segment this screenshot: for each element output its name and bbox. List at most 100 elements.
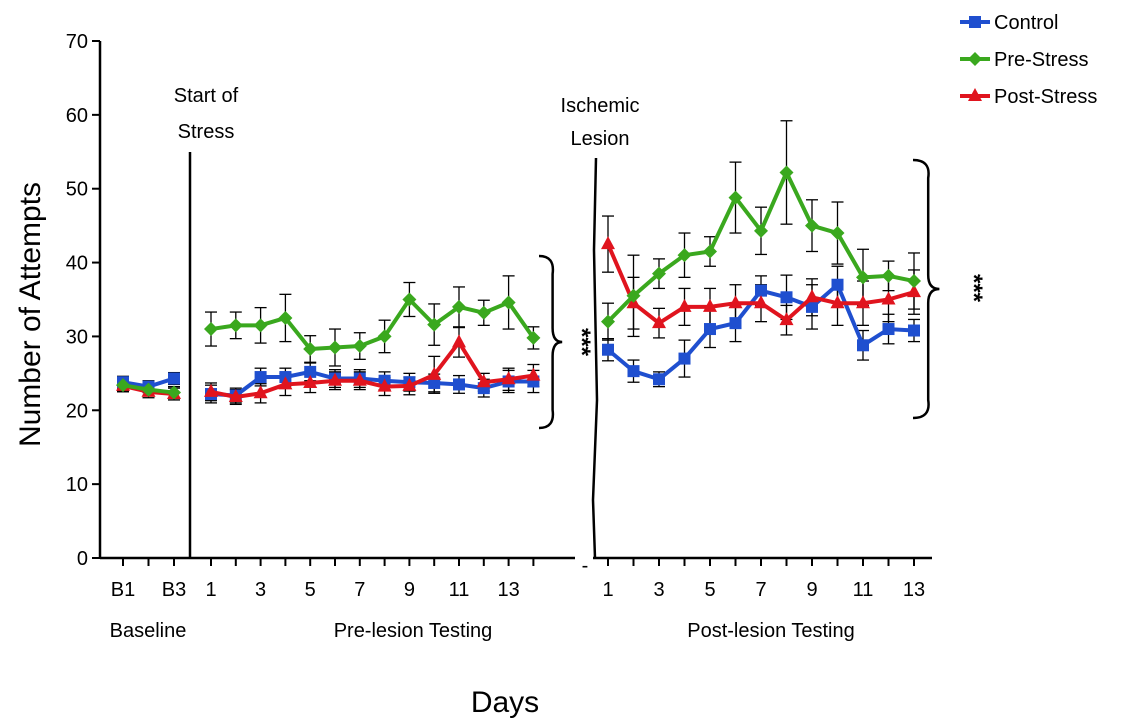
ischemic-lesion-label: Lesion [571,128,630,150]
legend: Control Pre-Stress Post-Stress [960,12,1097,108]
data-point-post-stress [652,315,666,329]
annotations: Start of Stress Ischemic Lesion *** *** [174,85,987,559]
data-point-post-stress [856,295,870,309]
start-of-stress-label: Start of [174,85,239,107]
data-point-control [831,278,844,291]
x-group-label: Baseline [110,620,187,642]
data-point-control [806,300,818,313]
data-point-pre-stress [141,382,156,397]
data-point-post-stress [601,236,615,250]
significance-label: *** [568,328,595,357]
data-point-pre-stress [427,317,442,332]
data-point-pre-stress [402,292,417,307]
x-tick-label: 1 [602,579,613,601]
data-point-post-stress [830,295,845,309]
data-point-pre-stress [377,329,392,344]
data-point-control [755,284,767,297]
data-point-post-stress [377,378,392,392]
data-point-pre-stress [601,314,615,329]
x-tick-label: 5 [305,579,316,601]
x-tick-label: 11 [853,579,874,601]
y-tick-label: 60 [66,105,88,127]
axes: 0 10 20 30 40 50 60 70 Number of Attempts - B1 B3 Ba… [14,31,932,719]
data-point-control [602,343,614,356]
data-point-post-stress [303,374,318,388]
significance-brace [912,158,940,420]
x-tick-label: 1 [205,579,216,601]
data-marks [116,120,921,406]
data-point-post-stress [328,372,342,386]
data-point-pre-stress [204,322,218,337]
x-tick-label: 13 [497,579,519,601]
data-point-pre-stress [779,165,794,180]
x-tick-label: 3 [653,579,664,601]
significance-label: *** [960,274,987,303]
data-point-post-stress [452,334,466,348]
legend-label: Post-Stress [994,86,1097,108]
data-point-pre-stress [652,266,666,281]
data-point-post-stress [779,312,794,326]
x-tick-label: 5 [704,579,715,601]
data-point-post-stress [677,298,692,312]
data-point-post-stress [228,388,243,402]
y-tick-label: 40 [66,253,88,275]
data-point-post-stress [805,289,819,303]
data-point-pre-stress [303,341,318,356]
data-point-pre-stress [253,318,268,333]
data-point-pre-stress [856,270,870,285]
data-point-post-stress [427,366,442,380]
data-point-post-stress [253,385,268,399]
ischemic-lesion-line [591,157,599,559]
x-axis-title: Days [471,686,539,719]
data-point-pre-stress [881,268,896,283]
data-point-pre-stress [328,340,342,355]
data-point-control [882,323,895,336]
data-point-pre-stress [452,299,466,314]
data-point-control [304,365,317,378]
data-point-pre-stress [677,248,692,263]
start-of-stress-label: Stress [178,121,235,143]
data-point-post-stress [526,367,541,381]
data-point-pre-stress [626,288,641,303]
legend-label: Control [994,12,1058,34]
data-point-pre-stress [167,385,181,400]
data-point-post-stress [204,383,218,397]
data-point-control [453,378,465,391]
ischemic-lesion-label: Ischemic [561,95,640,117]
y-tick-label: 70 [66,31,88,53]
data-point-pre-stress [476,305,491,320]
x-tick-label: 9 [404,579,415,601]
series-line-post-stress [210,340,534,399]
data-point-post-stress [728,295,743,309]
data-point-pre-stress [703,244,717,259]
data-point-post-stress [402,377,417,391]
significance-brace [538,254,563,430]
y-tick-label: 20 [66,400,88,422]
legend-marker [968,88,982,101]
data-point-control [729,317,742,330]
data-point-control [627,365,640,378]
legend-marker [969,16,981,28]
x-tick-label: 13 [903,579,925,601]
data-point-pre-stress [805,218,819,233]
data-point-post-stress [352,372,367,386]
data-point-post-stress [501,371,516,385]
data-point-pre-stress [728,190,743,205]
data-point-pre-stress [526,330,541,345]
x-group-label: Post-lesion Testing [687,620,855,642]
data-point-pre-stress [352,339,367,354]
data-point-pre-stress [116,378,130,393]
data-point-control [168,372,180,385]
x-tick-label: 7 [755,579,766,601]
data-point-control [704,323,716,336]
data-point-post-stress [881,291,896,305]
data-point-control [653,373,665,386]
data-point-post-stress [754,295,768,309]
y-tick-label: 10 [66,474,88,496]
x-group-label: Pre-lesion Testing [334,620,493,642]
axis-break-mark: - [582,555,589,577]
x-tick-label: B3 [162,579,186,601]
data-point-control [678,352,691,365]
data-point-post-stress [278,376,293,390]
